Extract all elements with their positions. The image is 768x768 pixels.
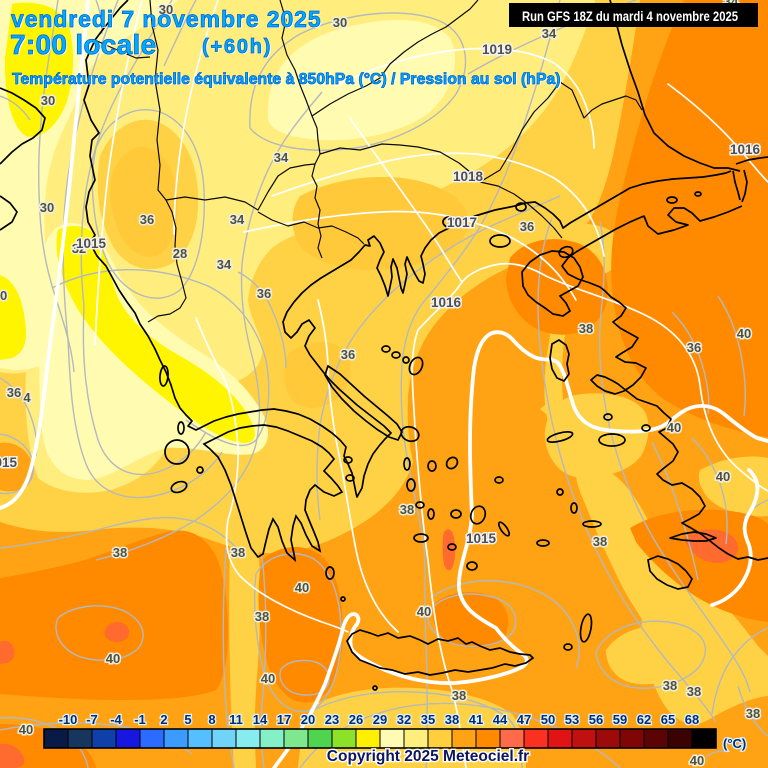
svg-text:36: 36: [7, 385, 21, 400]
svg-text:-7: -7: [86, 712, 98, 727]
svg-text:23: 23: [325, 712, 339, 727]
svg-text:Température potentielle équiva: Température potentielle équivalente à 85…: [13, 72, 562, 89]
svg-text:38: 38: [579, 321, 593, 336]
svg-text:-10: -10: [59, 712, 78, 727]
svg-text:32: 32: [72, 241, 86, 256]
svg-text:30: 30: [40, 200, 54, 215]
svg-text:5: 5: [184, 712, 191, 727]
svg-text:1016: 1016: [730, 142, 761, 157]
svg-text:Copyright 2025 Meteociel.fr: Copyright 2025 Meteociel.fr: [327, 748, 529, 765]
svg-text:30: 30: [0, 288, 7, 303]
svg-text:4: 4: [23, 390, 31, 405]
svg-text:47: 47: [517, 712, 531, 727]
svg-text:Température potentielle équiva: Température potentielle équivalente à 85…: [12, 71, 561, 88]
svg-text:40: 40: [19, 722, 33, 737]
svg-text:29: 29: [373, 712, 387, 727]
svg-text:vendredi 7 novembre 2025: vendredi 7 novembre 2025: [11, 6, 322, 32]
svg-text:11: 11: [229, 712, 243, 727]
svg-text:38: 38: [687, 684, 701, 699]
svg-text:38: 38: [452, 688, 466, 703]
svg-text:38: 38: [113, 545, 127, 560]
svg-text:68: 68: [685, 712, 699, 727]
svg-text:40: 40: [261, 671, 275, 686]
svg-text:vendredi 7 novembre 2025: vendredi 7 novembre 2025: [12, 7, 323, 33]
svg-text:62: 62: [637, 712, 651, 727]
svg-text:32: 32: [397, 712, 411, 727]
svg-text:30: 30: [333, 15, 347, 30]
svg-text:1017: 1017: [447, 215, 477, 230]
svg-text:34: 34: [217, 257, 232, 272]
svg-text:38: 38: [746, 706, 760, 721]
svg-text:38: 38: [445, 712, 459, 727]
svg-text:(°C): (°C): [723, 736, 746, 751]
svg-text:36: 36: [687, 340, 701, 355]
svg-text:40: 40: [295, 580, 309, 595]
svg-text:7:00 locale: 7:00 locale: [10, 29, 157, 60]
svg-text:34: 34: [230, 212, 245, 227]
svg-text:20: 20: [301, 712, 315, 727]
svg-text:(+60h): (+60h): [202, 36, 272, 58]
svg-text:36: 36: [257, 286, 271, 301]
svg-text:30: 30: [41, 93, 55, 108]
svg-text:38: 38: [663, 678, 677, 693]
svg-text:40: 40: [106, 651, 120, 666]
svg-text:30: 30: [159, 2, 173, 17]
svg-text:35: 35: [421, 712, 435, 727]
svg-text:1015: 1015: [466, 531, 497, 546]
svg-text:17: 17: [277, 712, 291, 727]
svg-text:1016: 1016: [431, 295, 462, 310]
svg-text:59: 59: [613, 712, 627, 727]
svg-text:1018: 1018: [453, 169, 484, 184]
svg-text:56: 56: [589, 712, 603, 727]
svg-text:41: 41: [469, 712, 483, 727]
svg-text:34: 34: [274, 150, 289, 165]
svg-text:-4: -4: [110, 712, 122, 727]
svg-text:7:00 locale: 7:00 locale: [11, 30, 158, 61]
svg-text:38: 38: [593, 534, 607, 549]
svg-text:28: 28: [173, 246, 187, 261]
svg-text:65: 65: [661, 712, 675, 727]
svg-text:36: 36: [341, 347, 355, 362]
svg-text:38: 38: [231, 545, 245, 560]
svg-text:44: 44: [493, 712, 508, 727]
svg-text:40: 40: [690, 753, 704, 768]
svg-text:8: 8: [208, 712, 215, 727]
svg-text:36: 36: [520, 219, 534, 234]
svg-text:40: 40: [417, 604, 431, 619]
svg-text:14: 14: [253, 712, 268, 727]
svg-text:1015: 1015: [76, 236, 107, 251]
svg-text:34: 34: [542, 26, 557, 41]
svg-text:-1: -1: [134, 712, 146, 727]
svg-text:40: 40: [667, 420, 681, 435]
svg-text:38: 38: [255, 609, 269, 624]
svg-text:1015: 1015: [0, 455, 18, 470]
svg-text:50: 50: [541, 712, 555, 727]
svg-text:38: 38: [400, 502, 414, 517]
svg-text:Run GFS 18Z du mardi 4 novembr: Run GFS 18Z du mardi 4 novembre 2025: [522, 8, 738, 24]
svg-text:26: 26: [349, 712, 363, 727]
svg-text:53: 53: [565, 712, 579, 727]
svg-text:(+60h): (+60h): [203, 37, 273, 59]
svg-text:2: 2: [160, 712, 167, 727]
svg-text:40: 40: [737, 326, 751, 341]
svg-text:40: 40: [716, 469, 730, 484]
svg-text:36: 36: [140, 212, 154, 227]
svg-text:1019: 1019: [482, 42, 512, 57]
